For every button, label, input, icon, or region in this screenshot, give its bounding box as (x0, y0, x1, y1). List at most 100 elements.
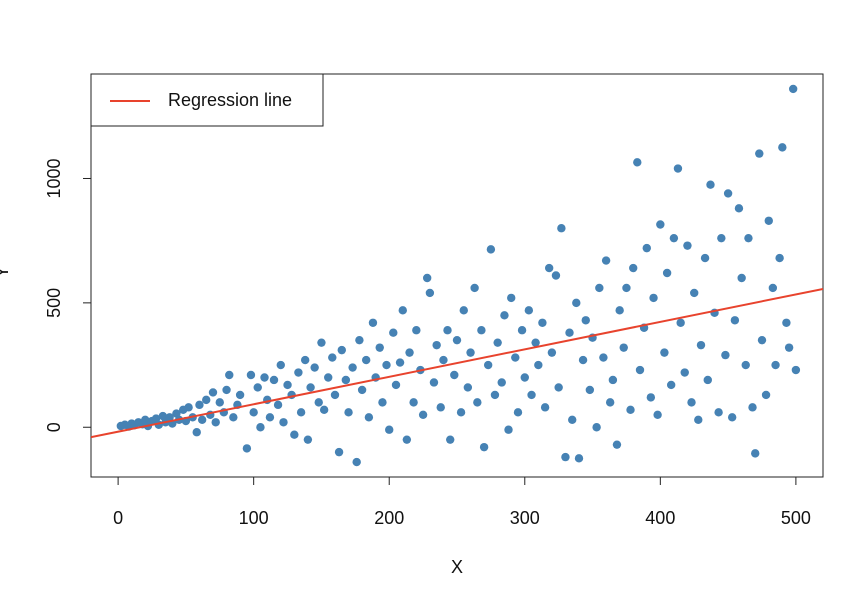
point (483, 360, 493, 370)
point (568, 415, 577, 424)
point (669, 233, 679, 243)
point (202, 395, 211, 405)
x-tick-label: 200 (374, 508, 404, 528)
point (452, 335, 462, 345)
point (744, 233, 753, 243)
point (375, 343, 384, 352)
point (290, 430, 299, 439)
point (348, 363, 357, 372)
point (622, 283, 631, 293)
point (395, 358, 405, 367)
point (721, 350, 730, 360)
point (768, 283, 778, 293)
point (253, 383, 262, 392)
point (265, 413, 275, 422)
point (242, 444, 252, 453)
point (450, 370, 459, 380)
point (195, 400, 204, 410)
point (764, 216, 773, 225)
point (723, 189, 733, 198)
point (409, 398, 418, 407)
point (513, 408, 523, 417)
point (578, 355, 588, 365)
x-tick-label: 300 (510, 508, 540, 528)
point (551, 271, 561, 280)
point (500, 311, 509, 320)
point (757, 335, 767, 345)
point (328, 353, 337, 362)
point (574, 454, 584, 463)
point (412, 326, 421, 335)
point (352, 457, 361, 467)
point (660, 348, 669, 357)
point (646, 393, 656, 402)
point (303, 435, 313, 444)
point (456, 408, 466, 417)
point (788, 84, 798, 94)
point (605, 398, 615, 407)
point (382, 360, 391, 370)
point (520, 373, 529, 382)
point (615, 306, 624, 315)
point (330, 390, 340, 400)
point (249, 408, 258, 417)
point (751, 449, 760, 458)
point (730, 316, 740, 325)
point (727, 413, 737, 422)
point (479, 442, 489, 452)
point (256, 423, 265, 432)
point (581, 316, 590, 325)
point (385, 425, 394, 434)
point (741, 360, 750, 370)
point (714, 408, 723, 417)
point (676, 318, 685, 327)
point (357, 385, 367, 395)
point (504, 425, 513, 434)
point (443, 326, 452, 335)
point (748, 403, 757, 412)
y-tick-label: 1000 (44, 158, 64, 198)
point (673, 164, 683, 173)
point (784, 343, 794, 352)
point (517, 326, 527, 335)
point (334, 447, 344, 457)
point (554, 383, 563, 392)
point (466, 348, 475, 357)
point (459, 306, 468, 315)
point (771, 360, 780, 370)
point (782, 318, 791, 327)
point (734, 204, 744, 213)
point (486, 245, 496, 254)
point (246, 370, 256, 380)
point (497, 378, 506, 387)
point (599, 353, 608, 362)
point (547, 348, 557, 357)
point (524, 306, 534, 315)
point (755, 149, 764, 158)
point (666, 380, 676, 390)
point (429, 378, 439, 387)
point (425, 288, 435, 298)
point (608, 375, 618, 385)
x-tick-label: 400 (645, 508, 675, 528)
point (531, 338, 540, 347)
point (310, 363, 319, 372)
point (296, 408, 306, 417)
point (402, 435, 412, 444)
point (507, 293, 516, 303)
point (490, 390, 500, 400)
point (197, 415, 207, 424)
point (592, 423, 601, 432)
point (279, 418, 288, 427)
point (260, 373, 269, 382)
point (389, 328, 398, 337)
point (649, 293, 658, 303)
point (418, 410, 428, 420)
point (557, 224, 566, 233)
point (629, 263, 638, 273)
legend-label: Regression line (168, 90, 292, 110)
point (273, 400, 283, 410)
point (585, 385, 595, 395)
